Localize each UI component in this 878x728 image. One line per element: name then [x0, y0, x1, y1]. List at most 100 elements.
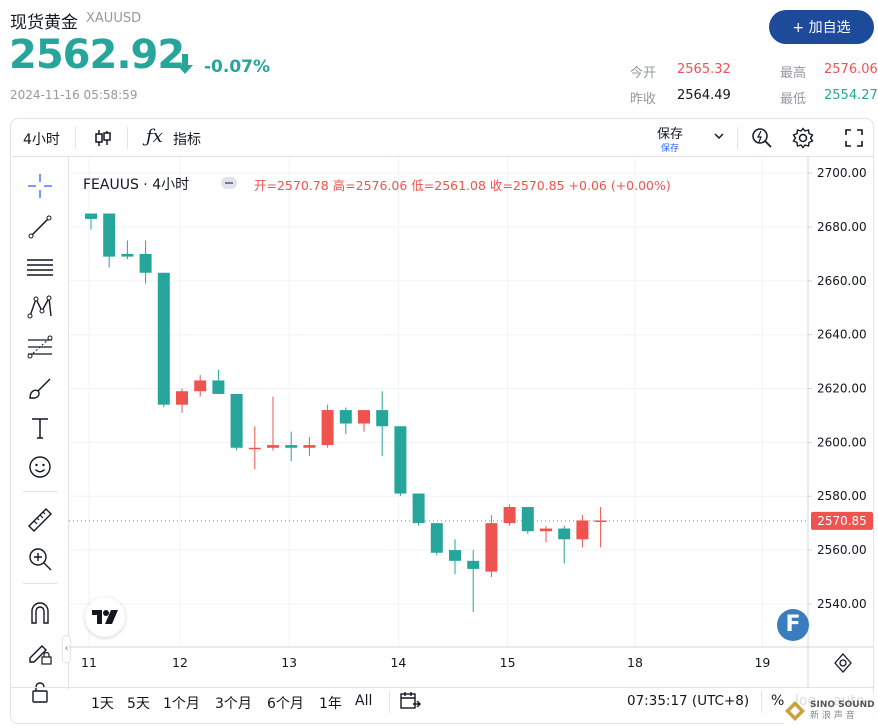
current-price: 2562.92: [9, 32, 185, 78]
price-change-pct: -0.07%: [204, 57, 271, 77]
time-tick-label: 18: [627, 655, 643, 670]
candle-body: [394, 426, 407, 494]
candle-body: [212, 380, 225, 394]
candle: [194, 375, 207, 397]
candlestick-chart[interactable]: 2700.00 2680.00 2660.00 2640.00 2620.00 2600.…: [11, 157, 874, 724]
candle-body: [176, 391, 188, 405]
price-tick-label: 2620.00: [817, 382, 867, 396]
toolbar-divider: [23, 491, 57, 492]
tradingview-logo[interactable]: [85, 597, 125, 637]
time-axis: 11 12 13 14 15 18 19: [81, 655, 770, 670]
pattern-icon[interactable]: [25, 292, 55, 322]
candle: [558, 525, 571, 564]
price-tick-label: 2680.00: [817, 220, 867, 234]
indicators-button[interactable]: 指标: [173, 132, 201, 148]
open-label: 今开: [630, 66, 657, 81]
horizontal-lines-icon[interactable]: [25, 252, 55, 282]
save-sublabel: 保存: [661, 144, 680, 154]
zoom-in-icon[interactable]: [25, 544, 55, 574]
legend-toggle-icon[interactable]: [221, 177, 237, 189]
candle: [212, 369, 225, 394]
prev-close-value: 2564.49: [677, 88, 731, 103]
magnet-icon[interactable]: [25, 598, 55, 628]
candle: [430, 523, 443, 556]
fullscreen-icon[interactable]: [844, 128, 864, 152]
toolbar-divider: [127, 127, 128, 149]
price-tick-label: 2540.00: [817, 597, 867, 611]
candle-body: [503, 507, 516, 524]
range-1m-button[interactable]: 1个月: [163, 696, 200, 712]
instrument-title: 现货黄金: [10, 13, 78, 33]
candle: [285, 431, 298, 462]
chart-widget: 4小时 ƒx 指标 保存 保存: [10, 118, 874, 724]
add-to-watchlist-button[interactable]: + 加自选: [769, 10, 874, 44]
clock-time[interactable]: 07:35:17 (UTC+8): [627, 693, 750, 709]
last-price-label: 2570.85: [817, 514, 867, 528]
candle: [594, 507, 607, 548]
candle-body: [558, 528, 571, 540]
time-tick-label: 15: [500, 655, 516, 670]
candle: [485, 515, 498, 577]
candle: [467, 550, 480, 612]
candle-body: [285, 445, 298, 448]
candle-body: [521, 507, 534, 532]
quick-search-icon[interactable]: [751, 127, 773, 153]
last-price-label-bg: [811, 511, 873, 530]
gear-icon[interactable]: [792, 127, 814, 153]
candle: [321, 404, 334, 448]
candle-body: [303, 445, 316, 448]
high-label: 最高: [780, 66, 807, 81]
candle: [449, 539, 461, 575]
open-value: 2565.32: [677, 62, 731, 77]
bottom-divider: [11, 687, 873, 688]
lock-icon[interactable]: [25, 677, 55, 707]
time-tick-label: 12: [172, 655, 188, 670]
price-tick-label: 2600.00: [817, 435, 867, 449]
time-tick-label: 19: [754, 655, 770, 670]
lock-draw-icon[interactable]: [25, 637, 55, 667]
range-3m-button[interactable]: 3个月: [215, 696, 252, 712]
text-icon[interactable]: [25, 413, 55, 443]
low-label: 最低: [780, 92, 807, 107]
date-range-icon[interactable]: [399, 691, 421, 715]
toolbar-divider: [389, 691, 390, 713]
price-tick-label: 2580.00: [817, 489, 867, 503]
candle-body: [157, 272, 170, 405]
time-tick-label: 11: [81, 655, 97, 670]
save-button[interactable]: 保存 保存: [657, 123, 683, 154]
series-legend-symbol[interactable]: FEAUUS · 4小时: [83, 177, 190, 193]
candle: [121, 240, 134, 260]
collapse-toolbar-button[interactable]: ‹: [62, 635, 71, 663]
candle-body: [467, 560, 480, 569]
time-tick-label: 13: [281, 655, 297, 670]
percent-scale-button[interactable]: %: [771, 693, 785, 709]
emoji-icon[interactable]: [25, 452, 55, 482]
ruler-icon[interactable]: [25, 505, 55, 535]
candle-body: [339, 410, 352, 424]
candle-body: [430, 523, 443, 553]
candle: [230, 393, 243, 451]
candle-body: [139, 253, 152, 273]
fib-icon[interactable]: [25, 333, 55, 363]
interval-button[interactable]: 4小时: [23, 132, 60, 148]
range-1y-button[interactable]: 1年: [319, 696, 342, 712]
chevron-down-icon[interactable]: [712, 128, 726, 147]
range-all-button[interactable]: All: [355, 693, 373, 709]
candle: [503, 504, 516, 526]
indicator-fx-icon[interactable]: ƒx: [146, 126, 163, 147]
crosshair-icon[interactable]: [25, 171, 55, 201]
candle: [248, 426, 261, 470]
candle-type-icon[interactable]: [93, 128, 113, 152]
candle-body: [540, 528, 552, 532]
watermark-logo: SINO SOUND 新 浪 声 音: [784, 694, 878, 728]
brush-icon[interactable]: [25, 373, 55, 403]
candle-body: [267, 445, 279, 448]
range-1d-button[interactable]: 1天: [91, 696, 114, 712]
trend-line-icon[interactable]: [25, 212, 55, 242]
range-5d-button[interactable]: 5天: [127, 696, 150, 712]
candle: [394, 426, 407, 497]
toolbar-divider: [761, 691, 762, 713]
toolbar-divider: [737, 127, 738, 149]
candle: [103, 213, 116, 268]
range-6m-button[interactable]: 6个月: [267, 696, 304, 712]
